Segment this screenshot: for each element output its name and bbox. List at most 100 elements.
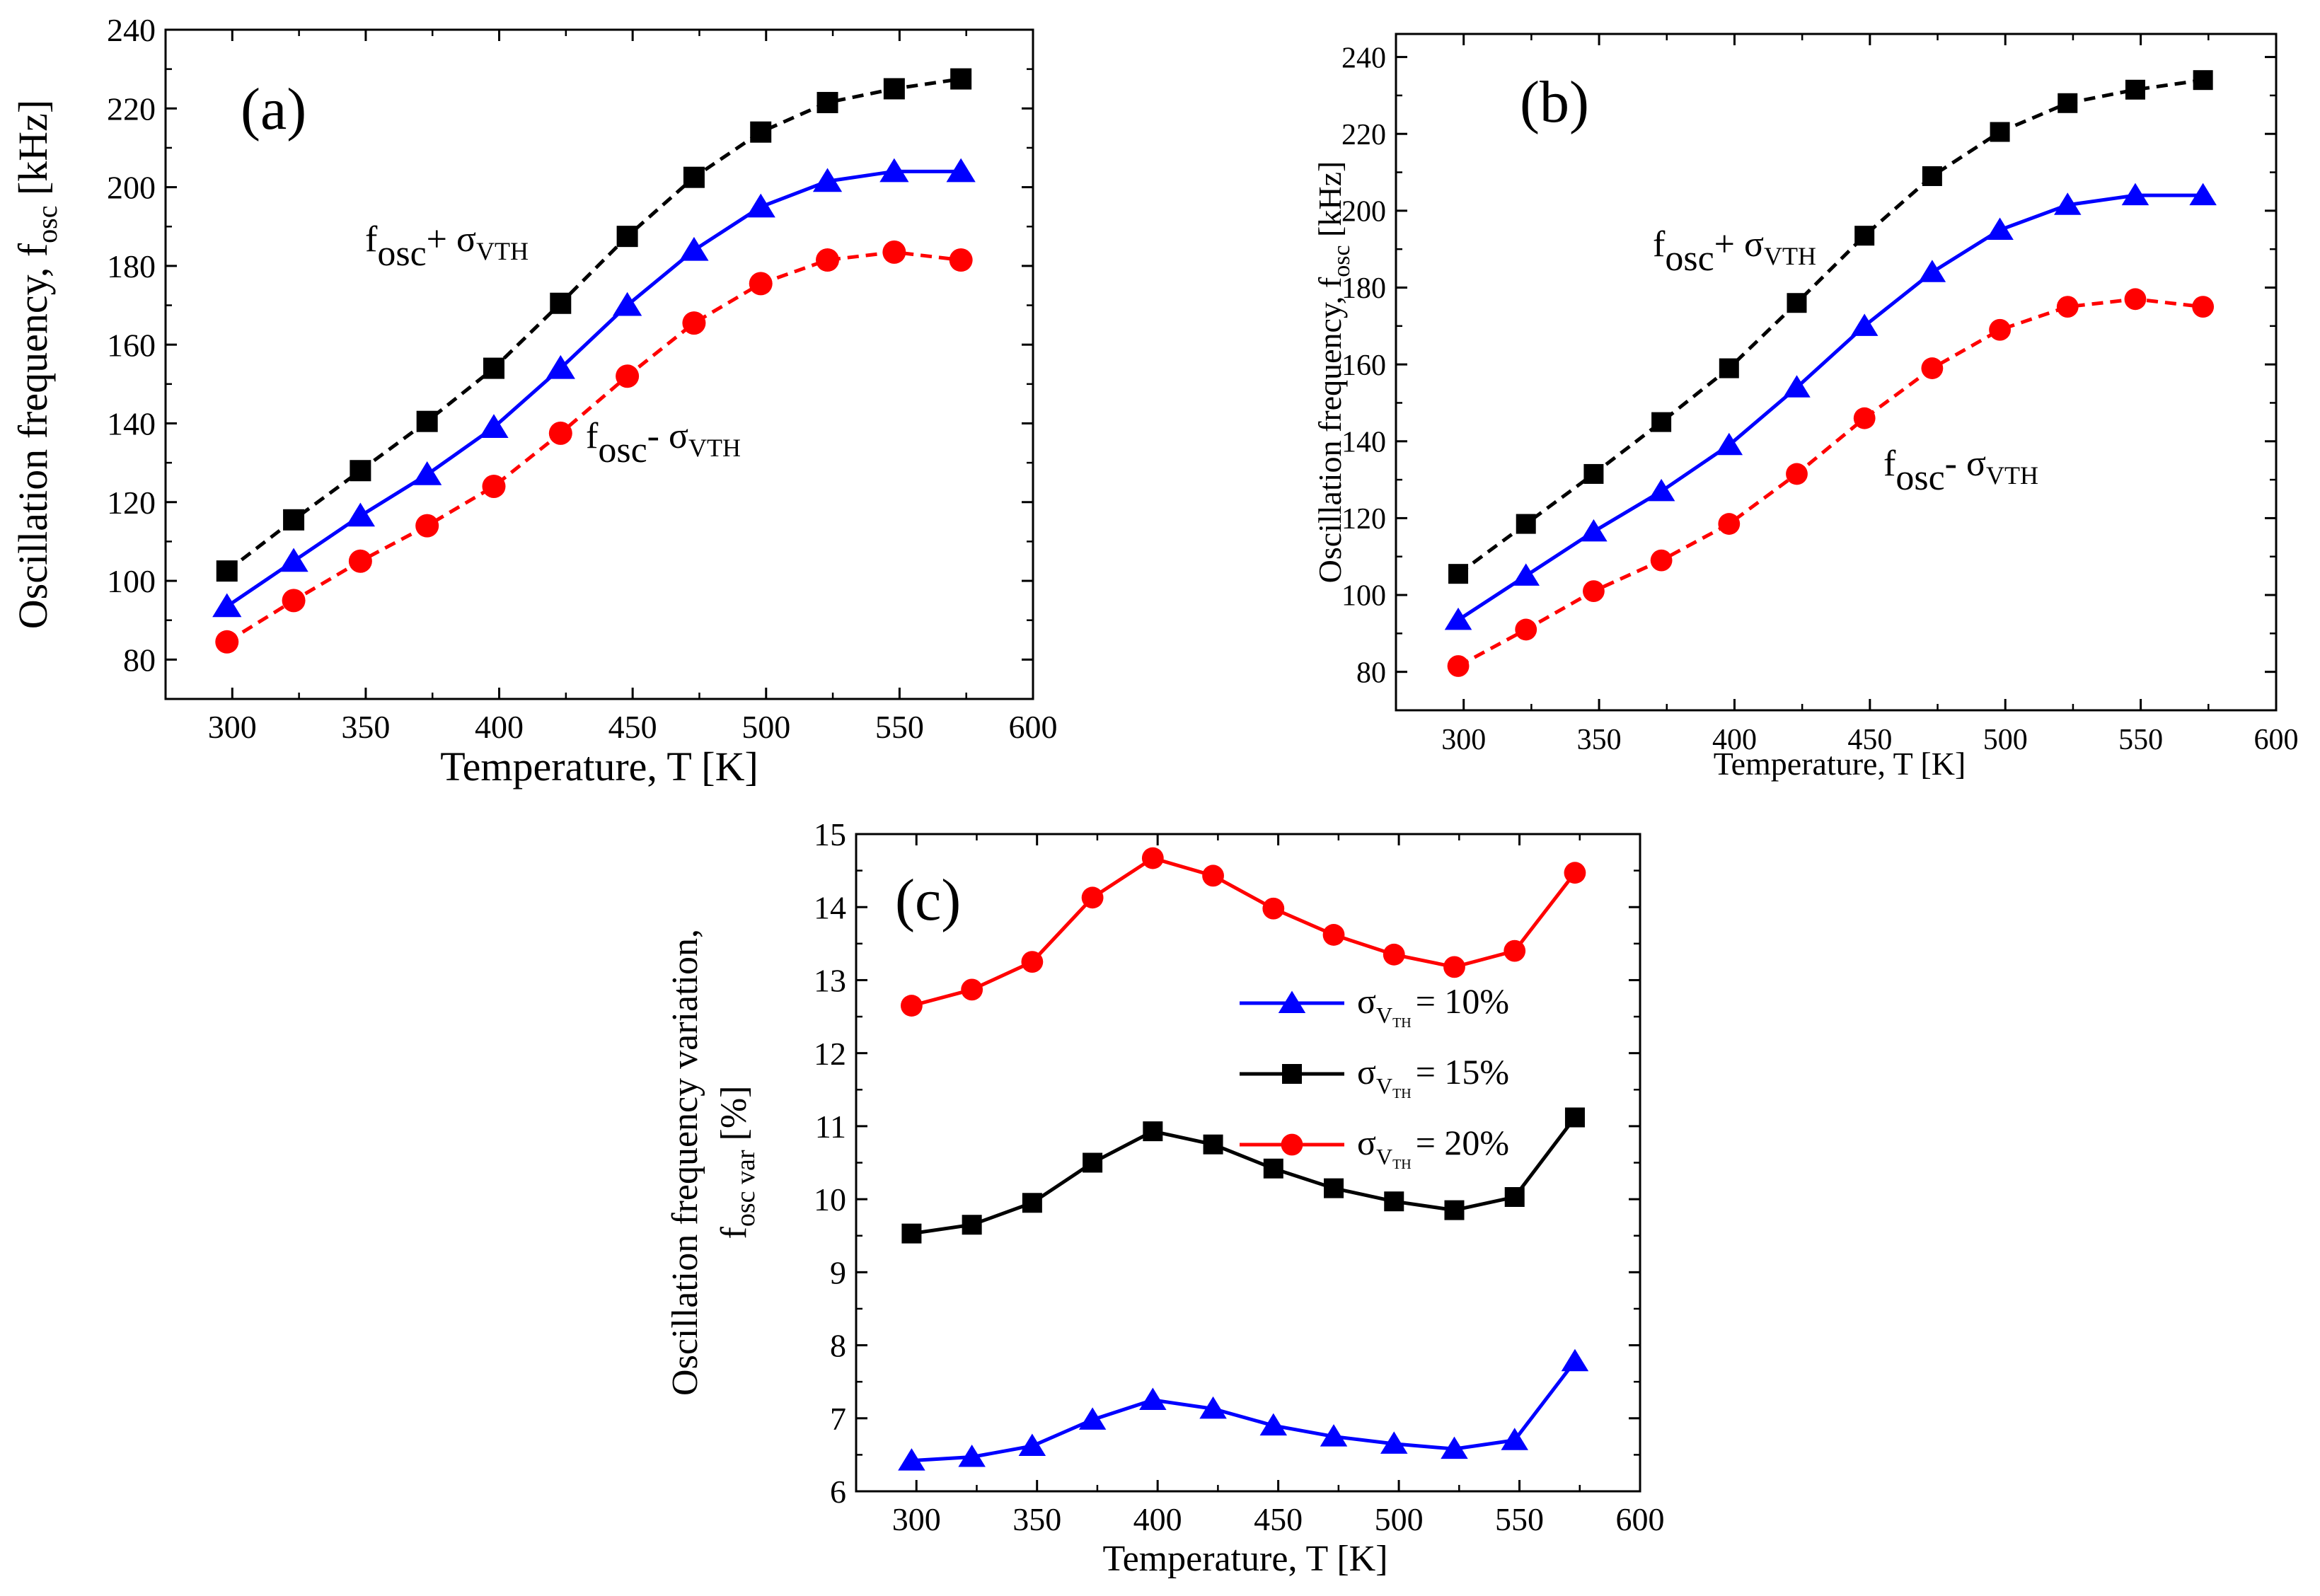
series-line-2: [1457, 297, 2203, 668]
data-point-triangle: [2189, 183, 2217, 206]
data-point-circle: [548, 421, 572, 445]
panel-a-ylabel-unit: [kHz]: [10, 100, 56, 206]
panel-a-frame: [164, 28, 1034, 700]
data-point-square: [2193, 70, 2213, 91]
data-point-square: [1083, 1152, 1103, 1173]
data-point-circle: [1141, 847, 1164, 869]
data-point-circle: [1383, 943, 1405, 966]
ann-b-upper-op: + σ: [1714, 224, 1764, 265]
data-point-triangle: [479, 414, 509, 439]
data-point-triangle: [1139, 1387, 1167, 1410]
data-point-square: [1854, 226, 1875, 246]
y-tick-label: 13: [814, 963, 846, 999]
data-point-square: [1143, 1121, 1163, 1142]
data-point-circle: [1443, 956, 1465, 978]
data-point-circle: [2056, 296, 2079, 318]
series-line-0: [1457, 78, 2204, 576]
data-point-square: [283, 509, 305, 531]
panel-b-label: (b): [1520, 69, 1589, 135]
panel-b-series: [1444, 70, 2217, 677]
y-tick-label: 200: [1341, 196, 1386, 229]
panel-c: 300 350 400 450 500 550 600 6 7 8 9 10 11 12 13 14 15 (c…: [665, 816, 1665, 1579]
data-point-circle: [348, 549, 372, 573]
panel-a-ticks: 300 350 400 450 500 550 600 80 100 120 140 160 180 20…: [107, 12, 1058, 745]
data-point-circle: [816, 248, 840, 272]
panel-b-ylabel-main: Oscillation frequency, f: [1312, 277, 1348, 583]
y-tick-label: 80: [123, 642, 156, 678]
ann-b-lower-op: - σ: [1945, 444, 1986, 484]
legend-label: σVTH = 20%: [1357, 1123, 1509, 1172]
data-point-triangle: [612, 291, 642, 316]
y-tick-label: 9: [830, 1254, 846, 1290]
data-point-square: [1990, 122, 2010, 142]
y-tick-label: 220: [107, 91, 156, 127]
series-line-0: [911, 1360, 1576, 1463]
y-tick-label: 8: [830, 1328, 846, 1364]
data-point-circle: [882, 240, 906, 264]
data-point-circle: [749, 272, 773, 296]
data-point-circle: [2192, 296, 2215, 318]
data-point-triangle: [1259, 1413, 1288, 1436]
data-point-square: [1651, 412, 1672, 432]
data-point-triangle: [412, 461, 442, 485]
data-point-circle: [215, 630, 239, 654]
legend-sigma: σ: [1357, 1052, 1376, 1092]
data-point-square: [883, 78, 905, 100]
data-point-triangle: [746, 193, 775, 218]
ann-a-upper-sub2: VTH: [476, 237, 529, 265]
y-tick-label: 100: [107, 563, 156, 599]
data-point-triangle: [1078, 1407, 1107, 1430]
data-point-triangle: [898, 1448, 925, 1471]
legend-value: = 20%: [1416, 1123, 1509, 1162]
y-tick-label: 220: [1341, 119, 1386, 151]
data-point-triangle: [1561, 1348, 1589, 1372]
x-tick-label: 500: [1375, 1501, 1424, 1537]
data-point-triangle: [1647, 478, 1675, 502]
data-point-circle: [682, 311, 706, 335]
data-point-circle: [1989, 318, 2011, 341]
x-tick-label: 450: [1254, 1501, 1303, 1537]
data-point-circle: [1921, 357, 1944, 379]
ann-a-lower-sub: osc: [598, 430, 647, 470]
x-tick-label: 600: [2254, 724, 2299, 756]
data-point-triangle: [1715, 432, 1743, 456]
y-tick-label: 11: [815, 1109, 846, 1145]
data-point-triangle: [1501, 1428, 1528, 1450]
panel-a-series: [212, 68, 976, 654]
x-tick-label: 600: [1616, 1501, 1665, 1537]
data-point-circle: [1262, 897, 1285, 920]
data-point-circle: [1786, 463, 1808, 485]
panel-b-ylabel-unit: [kHz]: [1312, 161, 1348, 245]
panel-c-ylabel2-sub: osc var: [731, 1150, 761, 1227]
x-tick-label: 500: [1983, 724, 2028, 756]
data-point-circle: [616, 364, 640, 388]
legend-subsub: TH: [1392, 1015, 1412, 1031]
x-tick-label: 350: [341, 709, 390, 745]
data-point-circle: [1447, 655, 1470, 677]
data-point-circle: [1202, 865, 1224, 887]
data-point-square: [2125, 79, 2145, 100]
data-point-circle: [1718, 513, 1741, 535]
ann-b-upper-sub2: VTH: [1764, 242, 1816, 270]
y-tick-label: 6: [830, 1474, 846, 1510]
data-point-triangle: [546, 354, 575, 379]
y-tick-label: 10: [814, 1181, 846, 1218]
data-point-circle: [1583, 580, 1605, 603]
legend-subsub: TH: [1392, 1157, 1412, 1172]
ann-a-lower-op: - σ: [647, 416, 688, 456]
x-tick-label: 300: [892, 1501, 941, 1537]
panel-a-label: (a): [241, 76, 306, 142]
panel-a-xlabel: Temperature, T [K]: [440, 744, 758, 790]
data-point-triangle: [1512, 563, 1540, 586]
data-point-square: [962, 1215, 982, 1235]
panel-a-annotation-upper: fosc+ σVTH: [365, 219, 529, 274]
data-point-square: [1719, 358, 1739, 378]
data-point-triangle: [1918, 260, 1946, 282]
data-point-square: [1384, 1191, 1404, 1212]
legend-marker: [1278, 990, 1306, 1013]
data-point-square: [1787, 293, 1807, 313]
data-point-square: [816, 91, 838, 113]
data-point-square: [616, 226, 638, 248]
